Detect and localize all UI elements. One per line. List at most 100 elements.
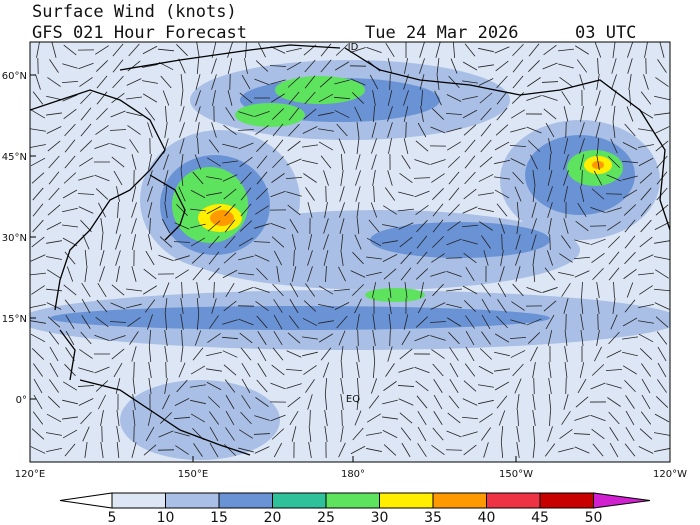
wind-barb — [558, 271, 574, 277]
wind-barb — [420, 106, 424, 122]
wind-barb — [512, 59, 524, 73]
colorbar-swatch — [272, 492, 327, 509]
wind-barb — [222, 319, 238, 325]
wind-barb — [190, 399, 206, 405]
wind-barb — [478, 365, 494, 375]
wind-barb — [400, 427, 412, 441]
wind-barb — [81, 298, 91, 314]
wind-barb — [434, 90, 442, 106]
wind-barb — [35, 74, 41, 90]
wind-barb — [433, 379, 443, 393]
wind-barb — [30, 446, 46, 454]
colorbar-swatch — [486, 492, 541, 509]
wind-barb — [495, 60, 509, 72]
wind-barb — [192, 347, 204, 361]
wind-barb — [387, 170, 393, 186]
wind-barb — [655, 396, 669, 408]
wind-barb — [302, 336, 318, 340]
wind-barb — [436, 58, 440, 74]
wind-barb — [111, 284, 125, 296]
wind-barb — [356, 217, 360, 235]
wind-barb — [627, 58, 633, 74]
wind-barb — [195, 106, 201, 122]
wind-barb — [113, 362, 123, 378]
wind-barb — [340, 153, 344, 171]
wind-barb — [239, 220, 253, 232]
wind-barb — [318, 128, 334, 132]
wind-barb — [224, 444, 236, 456]
wind-barb — [354, 298, 362, 314]
wind-barb — [516, 394, 520, 410]
wind-barb — [51, 42, 57, 58]
wind-barb — [116, 266, 120, 282]
wind-barb — [591, 188, 605, 200]
wind-barb — [494, 159, 510, 165]
wind-barb — [324, 393, 328, 411]
wind-barb — [432, 236, 444, 248]
wind-barb — [597, 313, 599, 331]
wind-barb — [623, 268, 637, 280]
wind-barb — [116, 410, 120, 426]
wind-barb — [609, 442, 619, 458]
wind-barb — [526, 95, 542, 101]
wind-barb — [291, 266, 297, 282]
wind-barb — [225, 107, 235, 121]
wind-barb — [47, 269, 61, 279]
wind-barb — [178, 362, 186, 378]
wind-barb — [415, 204, 429, 216]
wind-barb — [209, 411, 219, 425]
wind-barb — [239, 92, 253, 104]
wind-barb — [597, 57, 599, 75]
wind-barb — [580, 330, 584, 346]
wind-barb — [512, 363, 524, 377]
wind-barb — [366, 448, 382, 452]
wind-barb — [324, 410, 328, 426]
longitude-label: 150°W — [499, 469, 533, 480]
wind-barb — [356, 138, 360, 154]
wind-barb — [626, 106, 634, 122]
forecast-date: Tue 24 Mar 2026 — [365, 23, 519, 43]
wind-barb — [431, 108, 445, 120]
wind-barb — [446, 430, 462, 438]
wind-barb — [415, 268, 429, 280]
wind-barb — [512, 43, 524, 57]
wind-barb — [149, 329, 151, 347]
wind-barb — [590, 206, 606, 214]
wind-barb — [638, 333, 654, 343]
wind-barb — [145, 250, 155, 266]
wind-barb — [338, 330, 346, 346]
wind-barb — [462, 285, 478, 295]
wind-barb — [596, 330, 600, 346]
wind-barb — [94, 142, 110, 150]
wind-barb — [63, 44, 77, 56]
wind-barb — [223, 125, 237, 135]
wind-barb — [433, 411, 443, 425]
map-frame — [29, 41, 671, 463]
wind-barb — [213, 281, 215, 299]
wind-barb — [448, 203, 460, 217]
wind-barb — [208, 139, 220, 153]
wind-barb — [338, 442, 346, 458]
wind-barb — [46, 432, 62, 436]
wind-barb — [273, 314, 283, 330]
wind-barb — [532, 250, 536, 266]
wind-barb — [36, 42, 40, 58]
wind-barb — [416, 219, 428, 233]
wind-barb — [448, 75, 460, 89]
wind-barb — [462, 431, 478, 437]
wind-barb — [304, 75, 316, 89]
wind-barb — [430, 159, 446, 165]
wind-barb — [366, 237, 382, 247]
wind-barb — [356, 122, 360, 138]
wind-barb — [48, 171, 60, 185]
wind-barb — [515, 234, 521, 250]
wind-barb — [256, 267, 268, 281]
wind-barb — [478, 192, 494, 196]
wind-barb — [639, 428, 653, 440]
wind-barb — [304, 91, 316, 105]
wind-barb — [323, 250, 329, 266]
wind-barb — [590, 382, 606, 390]
wind-barb — [610, 314, 618, 330]
wind-barb — [478, 47, 494, 53]
wind-barb — [164, 202, 168, 218]
